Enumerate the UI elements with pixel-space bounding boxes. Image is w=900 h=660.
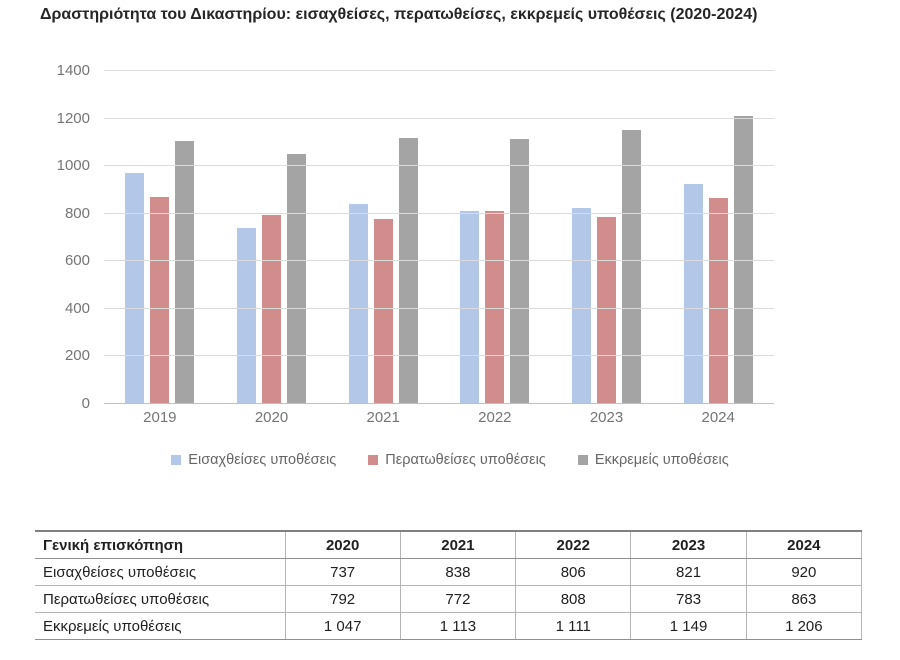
bar-group <box>216 70 328 403</box>
table-cell-value: 808 <box>515 585 631 613</box>
y-tick-label: 1200 <box>56 109 90 127</box>
table-cell-value: 783 <box>630 585 747 613</box>
bar <box>683 184 703 403</box>
legend-label: Εισαχθείσες υποθέσεις <box>188 452 337 468</box>
x-axis-label: 2021 <box>366 409 400 426</box>
summary-table: Γενική επισκόπηση 2020 2021 2022 2023 2024 Ει… <box>35 530 863 640</box>
table-cell-value: 920 <box>745 558 863 586</box>
bar <box>398 138 418 403</box>
table-cell-value: 737 <box>284 558 401 586</box>
table-cell-value: 1 111 <box>515 612 631 640</box>
bar <box>597 216 617 403</box>
table-cell-value: 792 <box>284 585 401 613</box>
y-tick-label: 1400 <box>56 62 90 79</box>
table-header-row: Γενική επισκόπηση 2020 2021 2022 2023 2024 <box>35 530 863 559</box>
y-tick-label: 600 <box>64 252 90 270</box>
y-axis: 0 200 400 600 800 1000 1200 1400 <box>0 62 90 412</box>
gridline <box>104 308 774 309</box>
y-tick-label: 800 <box>64 204 90 222</box>
table-header-year: 2021 <box>399 530 516 559</box>
gridline <box>104 165 774 166</box>
plot-area <box>104 70 774 404</box>
y-tick-label: 1000 <box>56 157 90 175</box>
y-tick-label: 0 <box>81 395 90 412</box>
gridline <box>104 213 774 214</box>
table-cell-value: 838 <box>399 558 516 586</box>
table-cell-value: 1 113 <box>399 612 516 640</box>
legend-swatch-icon <box>368 455 379 465</box>
bar-group <box>104 70 216 403</box>
chart-legend: Εισαχθείσες υποθέσεις Περατωθείσες υποθέσ… <box>40 452 860 468</box>
x-axis-label: 2024 <box>701 409 735 426</box>
table-cell-value: 863 <box>745 585 863 613</box>
bar <box>572 207 592 403</box>
bar-chart: 0 200 400 600 800 1000 1200 1400 2019 2020 2021 20… <box>0 62 860 468</box>
bar <box>150 197 170 403</box>
table-header-label: Γενική επισκόπηση <box>35 530 285 559</box>
bar <box>510 138 530 403</box>
bar <box>708 197 728 403</box>
bar <box>237 227 256 403</box>
legend-item: Εισαχθείσες υποθέσεις <box>171 452 336 468</box>
table-header-year: 2020 <box>284 530 401 559</box>
gridline <box>104 70 774 71</box>
y-tick-label: 200 <box>64 347 90 365</box>
table-header-year: 2023 <box>630 530 747 559</box>
table-cell-value: 772 <box>399 585 516 613</box>
legend-label: Περατωθείσες υποθέσεις <box>385 452 546 468</box>
bar <box>125 173 145 403</box>
bar <box>733 116 753 403</box>
legend-swatch-icon <box>577 455 588 465</box>
table-cell-value: 806 <box>515 558 631 586</box>
summary-table-head: Γενική επισκόπηση 2020 2021 2022 2023 2024 <box>35 530 863 559</box>
bar-group <box>327 70 439 403</box>
table-header-year: 2022 <box>515 530 631 559</box>
bar <box>175 140 195 403</box>
x-axis-label: 2020 <box>254 409 289 426</box>
bar-groups <box>104 70 774 403</box>
gridline <box>104 260 774 261</box>
chart-title: Δραστηριότητα του Δικαστηρίου: εισαχθείσ… <box>40 6 758 23</box>
gridline <box>104 355 774 356</box>
table-cell-value: 1 206 <box>745 612 863 640</box>
table-row-label: Περατωθείσες υποθέσεις <box>35 585 285 613</box>
bar <box>485 210 505 403</box>
x-axis-label: 2019 <box>143 409 177 426</box>
table-row-label: Εκκρεμείς υποθέσεις <box>35 612 285 640</box>
x-axis-label: 2022 <box>478 409 512 426</box>
bar-group <box>662 70 774 403</box>
x-axis: 2019 2020 2021 2022 2023 2024 <box>104 409 774 426</box>
summary-table-body: Εισαχθείσες υποθέσεις 737 838 806 821 920 Περα… <box>35 558 863 640</box>
gridline <box>104 118 774 119</box>
bar <box>373 219 393 403</box>
bar-group <box>439 70 551 403</box>
bar <box>348 203 368 403</box>
table-row: Εκκρεμείς υποθέσεις 1 047 1 113 1 111 1 149 1… <box>35 612 863 640</box>
table-row: Περατωθείσες υποθέσεις 792 772 808 783 863 <box>35 585 863 613</box>
table-header-year: 2024 <box>745 530 863 559</box>
bar <box>622 129 642 403</box>
legend-swatch-icon <box>171 455 182 465</box>
x-axis-label: 2023 <box>589 409 624 426</box>
legend-item: Περατωθείσες υποθέσεις <box>368 452 546 468</box>
table-row: Εισαχθείσες υποθέσεις 737 838 806 821 920 <box>35 558 863 586</box>
table-cell-value: 1 047 <box>284 612 401 640</box>
legend-label: Εκκρεμείς υποθέσεις <box>594 452 729 468</box>
bar-group <box>551 70 663 403</box>
bar <box>287 153 306 403</box>
table-cell-value: 821 <box>630 558 747 586</box>
table-cell-value: 1 149 <box>630 612 747 640</box>
table-row-label: Εισαχθείσες υποθέσεις <box>35 558 285 586</box>
legend-item: Εκκρεμείς υποθέσεις <box>577 452 729 468</box>
y-tick-label: 400 <box>64 299 90 317</box>
